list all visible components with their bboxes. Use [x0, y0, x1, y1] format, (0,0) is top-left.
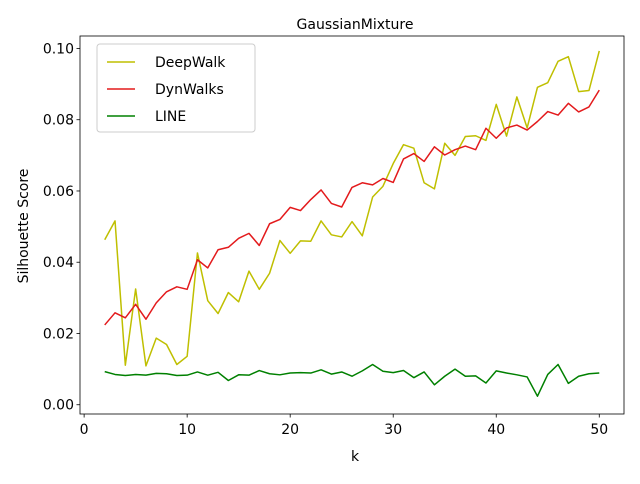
legend-label-dynwalks: DynWalks [155, 82, 224, 98]
x-axis-title: k [351, 449, 360, 465]
y-tick-label: 0.02 [43, 326, 74, 342]
y-tick-label: 0.04 [43, 255, 74, 271]
series-line-dynwalks [104, 89, 600, 326]
x-tick-label: 10 [178, 422, 196, 438]
x-tick-label: 40 [487, 422, 505, 438]
chart-title: GaussianMixture [297, 17, 414, 33]
y-tick-label: 0.00 [43, 398, 74, 414]
plot-area: 0 10 20 30 40 50 0.00 0.02 0.04 0.06 0.08 0.10 DeepW… [43, 35, 625, 438]
legend-label-deepwalk: DeepWalk [155, 55, 226, 71]
series-line-line [104, 363, 600, 397]
x-tick-label: 50 [590, 422, 608, 438]
x-tick-label: 20 [281, 422, 299, 438]
legend-box [96, 43, 256, 133]
y-axis-title: Silhouette Score [16, 169, 32, 284]
series-line-deepwalk [104, 50, 600, 367]
y-tick-label: 0.08 [43, 113, 74, 129]
legend-label-line: LINE [155, 109, 186, 125]
x-tick-label: 30 [384, 422, 402, 438]
axes-frame [79, 35, 625, 415]
y-tick-label: 0.06 [43, 184, 74, 200]
x-tick-label: 0 [80, 422, 89, 438]
y-tick-label: 0.10 [43, 41, 74, 57]
